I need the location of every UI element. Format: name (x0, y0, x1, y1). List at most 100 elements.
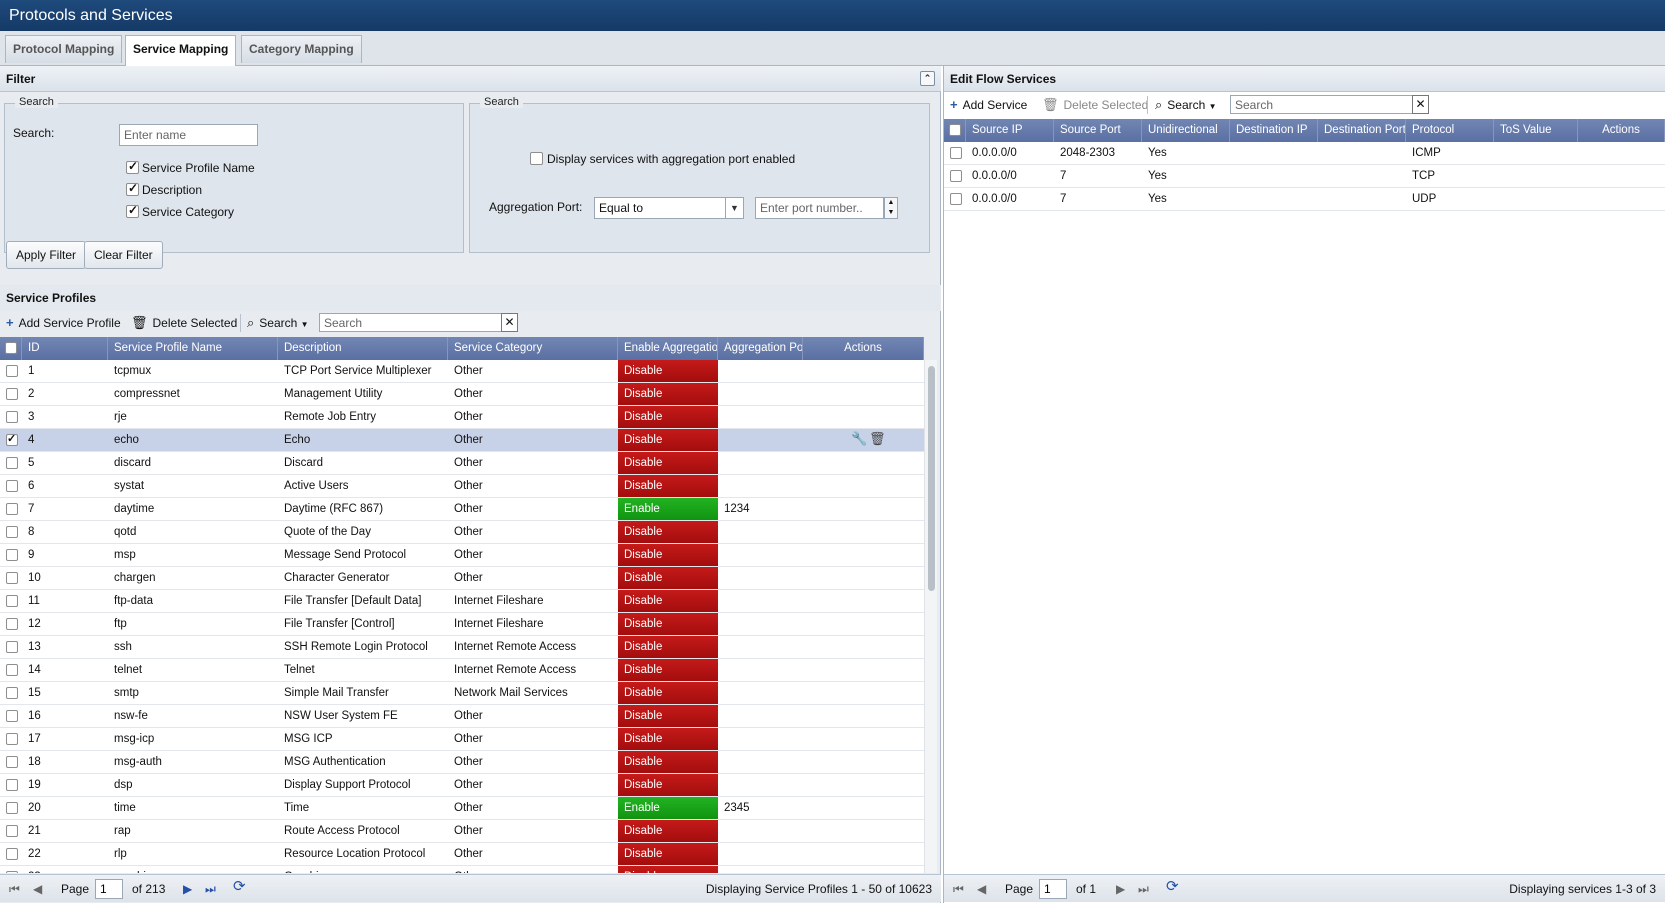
add-service-button[interactable]: + Add Service (950, 92, 1027, 118)
profiles-scroll-thumb[interactable] (928, 366, 935, 591)
row-checkbox[interactable] (6, 848, 18, 860)
aggregation-toggle-button[interactable]: Enable (618, 498, 718, 520)
row-checkbox[interactable] (6, 411, 18, 423)
table-row[interactable]: 16 nsw-fe NSW User System FE Other Disable (0, 705, 924, 728)
table-row[interactable]: 8 qotd Quote of the Day Other Disable (0, 521, 924, 544)
flow-select-all-checkbox[interactable] (949, 124, 961, 136)
trash-icon[interactable]: 🗑 (869, 431, 886, 446)
aggregation-toggle-button[interactable]: Disable (618, 429, 718, 451)
delete-selected-services-button[interactable]: 🗑 Delete Selected (1042, 92, 1148, 118)
aggregation-toggle-button[interactable]: Disable (618, 360, 718, 382)
row-checkbox[interactable] (950, 147, 962, 159)
select-all-checkbox[interactable] (5, 342, 17, 354)
col-header-description[interactable]: Description (278, 337, 448, 360)
table-row[interactable]: 4 echo Echo Other Disable 🔧🗑 (0, 429, 924, 452)
table-row[interactable]: 0.0.0.0/0 7 Yes TCP (944, 165, 1665, 188)
tab-service-mapping[interactable]: Service Mapping (125, 35, 237, 66)
row-checkbox[interactable] (6, 756, 18, 768)
prev-page-icon[interactable]: ◀ (33, 882, 43, 896)
port-number-input[interactable] (755, 197, 884, 219)
aggregation-toggle-button[interactable]: Disable (618, 659, 718, 681)
table-row[interactable]: 18 msg-auth MSG Authentication Other Disable (0, 751, 924, 774)
flow-search-menu-button[interactable]: ⌕ Search ▼ (1155, 92, 1217, 118)
tab-category-mapping[interactable]: Category Mapping (241, 35, 362, 63)
aggregation-toggle-button[interactable]: Disable (618, 406, 718, 428)
row-checkbox[interactable] (950, 193, 962, 205)
aggregation-toggle-button[interactable]: Disable (618, 452, 718, 474)
table-row[interactable]: 2 compressnet Management Utility Other Disab… (0, 383, 924, 406)
aggregation-toggle-button[interactable]: Disable (618, 705, 718, 727)
next-page-icon[interactable]: ▶ (183, 882, 193, 896)
option-checkbox-description[interactable] (126, 181, 139, 196)
aggregation-toggle-button[interactable]: Disable (618, 613, 718, 635)
table-row[interactable]: 23graphicsGraphicsOtherDisable (0, 866, 924, 873)
row-checkbox[interactable] (6, 641, 18, 653)
row-checkbox[interactable] (6, 710, 18, 722)
collapse-filter-button[interactable]: ⌃ (920, 71, 935, 86)
aggregation-enabled-checkbox[interactable] (530, 152, 543, 165)
col-header-unidirectional[interactable]: Unidirectional (1142, 119, 1230, 142)
table-row[interactable]: 1 tcpmux TCP Port Service Multiplexer Other… (0, 360, 924, 383)
table-row[interactable]: 21 rap Route Access Protocol Other Disable (0, 820, 924, 843)
row-checkbox[interactable] (6, 480, 18, 492)
row-checkbox[interactable] (6, 526, 18, 538)
col-header-profile-name[interactable]: Service Profile Name (108, 337, 278, 360)
prev-page-icon[interactable]: ◀ (977, 882, 987, 896)
table-row[interactable]: 15 smtp Simple Mail Transfer Network Mail S… (0, 682, 924, 705)
search-menu-button[interactable]: ⌕ Search ▼ (247, 310, 309, 336)
aggregation-toggle-button[interactable]: Enable (618, 797, 718, 819)
aggregation-toggle-button[interactable]: Disable (618, 728, 718, 750)
table-row[interactable]: 7 daytime Daytime (RFC 867) Other Enable 1234 (0, 498, 924, 521)
profiles-scrollbar[interactable] (924, 360, 937, 873)
row-checkbox[interactable] (6, 572, 18, 584)
option-checkbox-service-category[interactable] (126, 203, 139, 218)
col-header-source-ip[interactable]: Source IP (966, 119, 1054, 142)
port-stepper[interactable]: ▲ ▼ (884, 197, 898, 219)
table-row[interactable]: 9 msp Message Send Protocol Other Disable (0, 544, 924, 567)
operator-select[interactable]: Equal to ▼ (594, 197, 744, 219)
table-row[interactable]: 5 discard Discard Other Disable (0, 452, 924, 475)
col-header-enable-aggregation[interactable]: Enable Aggregation (618, 337, 718, 360)
row-checkbox[interactable] (6, 549, 18, 561)
row-checkbox[interactable] (950, 170, 962, 182)
aggregation-toggle-button[interactable]: Disable (618, 843, 718, 865)
flow-search-input[interactable] (1230, 95, 1413, 114)
aggregation-toggle-button[interactable]: Disable (618, 383, 718, 405)
first-page-icon[interactable]: ⏮ (953, 882, 964, 896)
aggregation-toggle-button[interactable]: Disable (618, 682, 718, 704)
aggregation-toggle-button[interactable]: Disable (618, 751, 718, 773)
wrench-icon[interactable]: 🔧 (851, 431, 868, 446)
delete-selected-button[interactable]: 🗑 Delete Selected (131, 310, 237, 336)
add-service-profile-button[interactable]: + Add Service Profile (6, 310, 121, 336)
col-header-source-port[interactable]: Source Port (1054, 119, 1142, 142)
table-row[interactable]: 22 rlp Resource Location Protocol Other Disa… (0, 843, 924, 866)
table-row[interactable]: 0.0.0.0/0 2048-2303 Yes ICMP (944, 142, 1665, 165)
first-page-icon[interactable]: ⏮ (9, 882, 20, 896)
table-row[interactable]: 12 ftp File Transfer [Control] Internet Fil… (0, 613, 924, 636)
flow-page-number-input[interactable] (1039, 879, 1067, 899)
aggregation-toggle-button[interactable]: Disable (618, 521, 718, 543)
row-checkbox[interactable] (6, 733, 18, 745)
row-checkbox[interactable] (6, 687, 18, 699)
aggregation-toggle-button[interactable]: Disable (618, 636, 718, 658)
row-checkbox[interactable] (6, 779, 18, 791)
col-header-protocol[interactable]: Protocol (1406, 119, 1494, 142)
clear-flow-search-icon[interactable]: ✕ (1412, 95, 1429, 114)
last-page-icon[interactable]: ⏭ (1138, 882, 1149, 896)
next-page-icon[interactable]: ▶ (1116, 882, 1126, 896)
table-row[interactable]: 10 chargen Character Generator Other Disable (0, 567, 924, 590)
col-header-aggregation-port[interactable]: Aggregation Port (718, 337, 803, 360)
last-page-icon[interactable]: ⏭ (205, 882, 216, 896)
row-checkbox[interactable] (6, 664, 18, 676)
table-row[interactable]: 14 telnet Telnet Internet Remote Access Disa… (0, 659, 924, 682)
name-search-input[interactable] (119, 124, 258, 146)
col-header-destination-port[interactable]: Destination Port (1318, 119, 1406, 142)
clear-search-icon[interactable]: ✕ (501, 313, 518, 332)
table-row[interactable]: 0.0.0.0/0 7 Yes UDP (944, 188, 1665, 211)
row-checkbox[interactable] (6, 825, 18, 837)
col-header-category[interactable]: Service Category (448, 337, 618, 360)
row-checkbox[interactable] (6, 457, 18, 469)
col-header-id[interactable]: ID (22, 337, 108, 360)
row-checkbox[interactable] (6, 503, 18, 515)
row-checkbox[interactable] (6, 595, 18, 607)
